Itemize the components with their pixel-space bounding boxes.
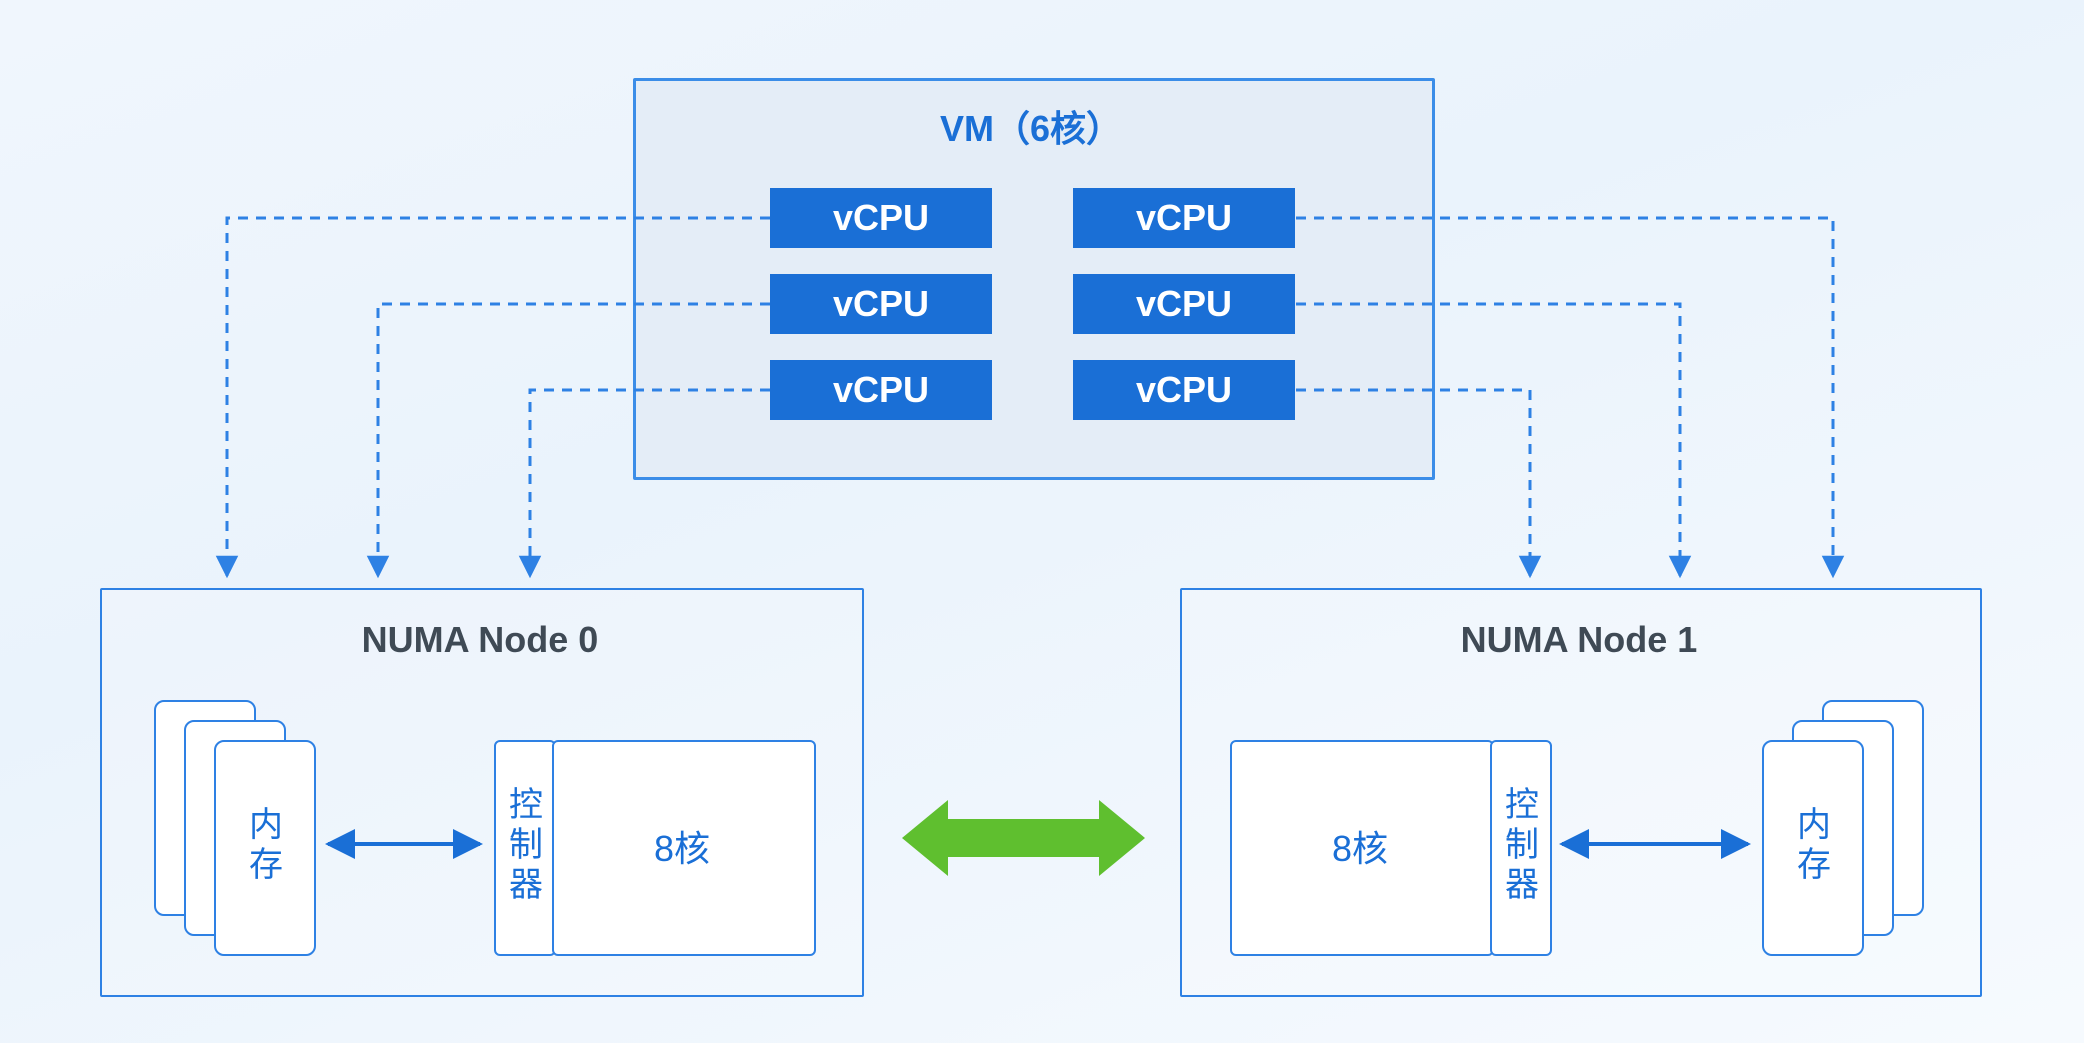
numa0-memory-label: 内存 — [214, 740, 312, 952]
vcpu-left-2: vCPU — [770, 360, 992, 420]
numa0-core-label: 8核 — [552, 740, 812, 952]
numa1-core-label: 8核 — [1230, 740, 1490, 952]
vcpu-right-2: vCPU — [1073, 360, 1295, 420]
vcpu-right-1: vCPU — [1073, 274, 1295, 334]
numa-node-1-title: NUMA Node 1 — [1180, 612, 1978, 668]
numa0-controller-label: 控制器 — [494, 740, 552, 952]
vcpu-left-1: vCPU — [770, 274, 992, 334]
numa1-memory-label: 内存 — [1762, 740, 1860, 952]
vcpu-left-0: vCPU — [770, 188, 992, 248]
numa1-controller-label: 控制器 — [1490, 740, 1548, 952]
vcpu-right-0: vCPU — [1073, 188, 1295, 248]
vm-title: VM（6核） — [633, 100, 1429, 150]
numa-node-0-title: NUMA Node 0 — [100, 612, 860, 668]
